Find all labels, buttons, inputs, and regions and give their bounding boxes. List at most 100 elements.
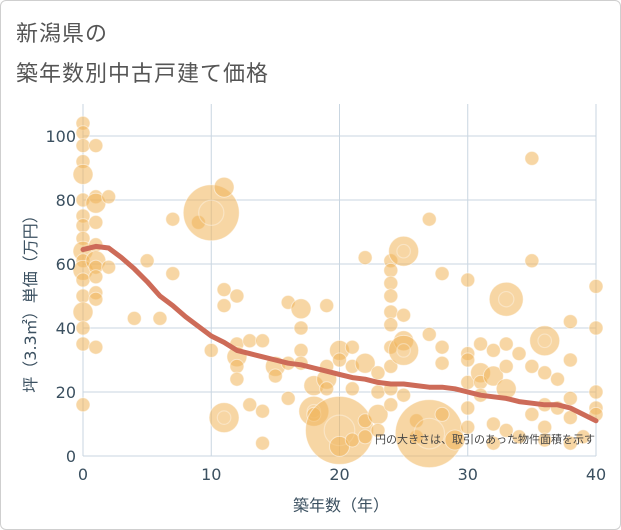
- data-bubble-inner: [396, 243, 411, 259]
- data-bubble: [165, 211, 181, 227]
- data-bubble: [75, 218, 91, 234]
- trend-series: [80, 243, 599, 424]
- data-bubble: [344, 339, 360, 355]
- data-bubble: [383, 397, 399, 413]
- data-bubble: [242, 397, 258, 413]
- data-bubble: [460, 419, 476, 435]
- data-bubble: [485, 435, 501, 451]
- data-bubble: [383, 317, 399, 333]
- data-bubble: [434, 355, 450, 371]
- data-bubble: [562, 435, 578, 451]
- data-bubble: [229, 371, 245, 387]
- data-bubble-inner: [413, 417, 446, 450]
- data-bubble: [460, 400, 476, 416]
- data-bubble: [388, 334, 420, 366]
- data-bubble: [529, 325, 561, 357]
- data-bubble-inner: [497, 290, 515, 308]
- data-bubble: [524, 150, 540, 166]
- data-bubble: [255, 435, 271, 451]
- data-bubble: [354, 352, 376, 374]
- data-bubble: [267, 368, 283, 384]
- data-bubble: [75, 288, 91, 304]
- data-bubble: [229, 288, 245, 304]
- data-bubble: [588, 320, 604, 336]
- data-bubble: [383, 288, 399, 304]
- data-bubble: [383, 358, 399, 374]
- data-bubble: [139, 253, 155, 269]
- data-bubble: [242, 333, 258, 349]
- data-bubble: [511, 429, 527, 445]
- data-bubble: [562, 352, 578, 368]
- data-bubble: [421, 211, 437, 227]
- data-bubble: [280, 390, 296, 406]
- data-bubble: [72, 301, 94, 323]
- data-bubble: [550, 371, 566, 387]
- data-bubble: [75, 320, 91, 336]
- x-axis-label: 築年数（年）: [293, 496, 389, 515]
- data-bubble: [213, 176, 235, 198]
- data-bubble: [537, 365, 553, 381]
- y-tick-label: 80: [56, 191, 76, 210]
- data-bubble: [396, 307, 412, 323]
- x-tick-label: 30: [458, 465, 478, 484]
- data-bubble-inner: [396, 343, 411, 358]
- data-bubble: [383, 304, 399, 320]
- y-tick-label: 0: [66, 447, 76, 466]
- data-bubble-inner: [216, 410, 232, 425]
- data-bubble: [344, 432, 360, 448]
- data-bubble: [88, 291, 104, 307]
- x-tick-label: 40: [586, 465, 606, 484]
- data-bubble: [575, 429, 591, 445]
- data-bubble: [383, 275, 399, 291]
- data-bubble: [562, 390, 578, 406]
- data-bubble: [165, 266, 181, 282]
- data-bubble: [182, 184, 240, 242]
- y-tick-label: 60: [56, 255, 76, 274]
- data-bubble: [370, 422, 386, 438]
- data-bubble: [498, 336, 514, 352]
- data-bubble: [421, 326, 437, 342]
- data-bubble: [88, 138, 104, 154]
- data-bubble: [101, 259, 117, 275]
- size-note: 円の大きさは、取引のあった物件面積を示す: [375, 432, 595, 446]
- page-title-line2: 築年数別中古戸建て価格: [16, 62, 270, 87]
- data-bubble: [562, 314, 578, 330]
- data-bubble: [473, 336, 489, 352]
- x-tick-label: 20: [329, 465, 349, 484]
- y-tick-label: 100: [45, 127, 76, 146]
- axis-ticks: 0 10 20 30 40 0 20 40 60 80 100: [45, 127, 606, 484]
- data-bubble: [388, 235, 420, 267]
- data-bubble: [229, 358, 245, 374]
- data-bubble: [434, 339, 450, 355]
- data-bubble: [293, 320, 309, 336]
- data-bubble: [152, 310, 168, 326]
- data-bubble: [101, 189, 117, 205]
- data-bubble: [524, 358, 540, 374]
- data-bubble: [75, 272, 91, 288]
- data-bubble: [537, 432, 553, 448]
- data-bubble: [208, 402, 240, 434]
- data-bubble: [485, 416, 501, 432]
- y-tick-label: 40: [56, 319, 76, 338]
- data-bubble: [498, 422, 514, 438]
- data-bubble: [434, 266, 450, 282]
- data-bubble: [88, 269, 104, 285]
- y-axis-label: 坪（3.3㎡）単価（万円）: [21, 207, 40, 392]
- bubble-series: [72, 115, 604, 469]
- data-bubble: [383, 262, 399, 278]
- data-bubble: [396, 387, 412, 403]
- data-bubble: [293, 342, 309, 358]
- data-bubble: [588, 278, 604, 294]
- data-bubble: [488, 281, 524, 317]
- data-bubble: [444, 429, 466, 451]
- data-bubble: [216, 298, 232, 314]
- data-bubble: [482, 365, 504, 387]
- y-tick-label: 20: [56, 383, 76, 402]
- trend-line: [80, 243, 599, 424]
- data-bubble: [75, 125, 91, 141]
- data-bubble-inner: [537, 333, 553, 349]
- data-bubble: [460, 272, 476, 288]
- data-bubble: [498, 358, 514, 374]
- x-tick-label: 0: [78, 465, 88, 484]
